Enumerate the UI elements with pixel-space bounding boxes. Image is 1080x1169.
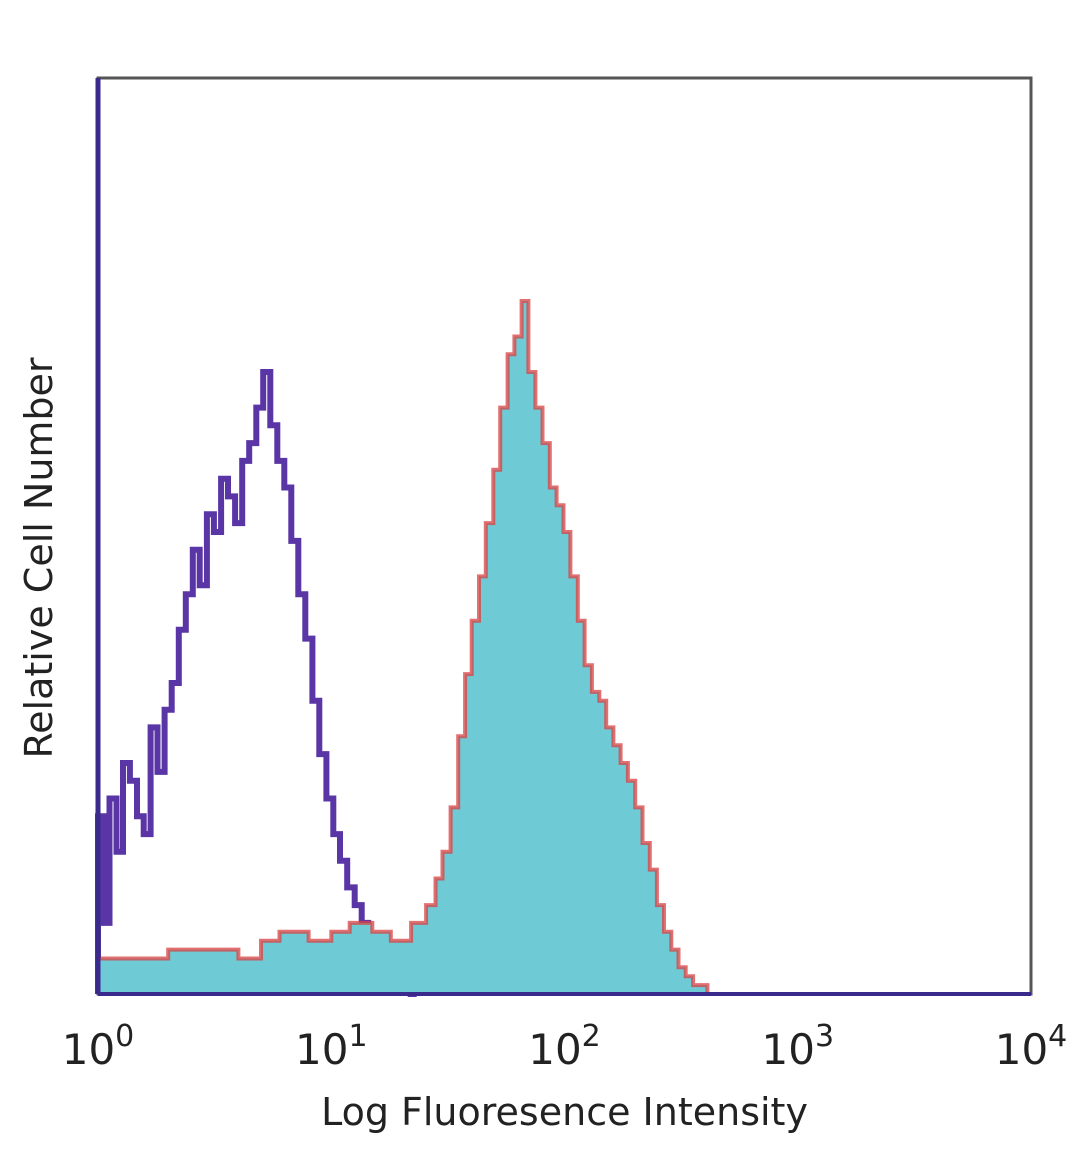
series-layer	[95, 299, 721, 997]
series-1-outline	[95, 369, 417, 997]
x-tick-label-0: 100	[62, 1019, 135, 1074]
x-tick-label-4: 104	[995, 1019, 1068, 1074]
series-2-outline	[96, 299, 721, 996]
x-tick-label-3: 103	[762, 1019, 835, 1074]
x-axis-label: Log Fluoresence Intensity	[321, 1090, 808, 1134]
x-tick-label-2: 102	[528, 1019, 601, 1074]
x-tick-label-1: 101	[295, 1019, 368, 1074]
series-2-fill	[98, 301, 721, 994]
y-axis-label: Relative Cell Number	[17, 357, 61, 758]
x-tick-labels: 100 101 102 103 104	[62, 1019, 1068, 1074]
